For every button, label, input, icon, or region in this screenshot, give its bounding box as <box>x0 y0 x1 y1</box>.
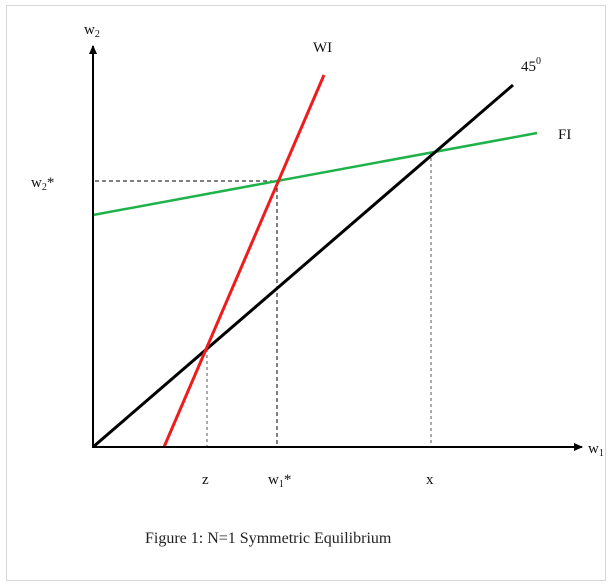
figure-frame <box>6 5 606 581</box>
line-45 <box>92 83 514 449</box>
figure-caption: Figure 1: N=1 Symmetric Equilibrium <box>145 530 392 547</box>
x-tick-label: x <box>426 472 434 488</box>
w2-star-tick-label: w2* <box>31 175 54 193</box>
w1-star-tick-label: w1* <box>268 472 291 490</box>
line-45-label: 450 <box>521 56 541 75</box>
wi-label: WI <box>313 40 332 56</box>
y-axis-label: w2 <box>84 22 100 40</box>
x-axis-label: w1 <box>588 441 604 459</box>
fi-label: FI <box>558 127 571 143</box>
wi-line <box>162 74 326 448</box>
z-tick-label: z <box>202 472 209 488</box>
fi-line <box>92 131 538 217</box>
